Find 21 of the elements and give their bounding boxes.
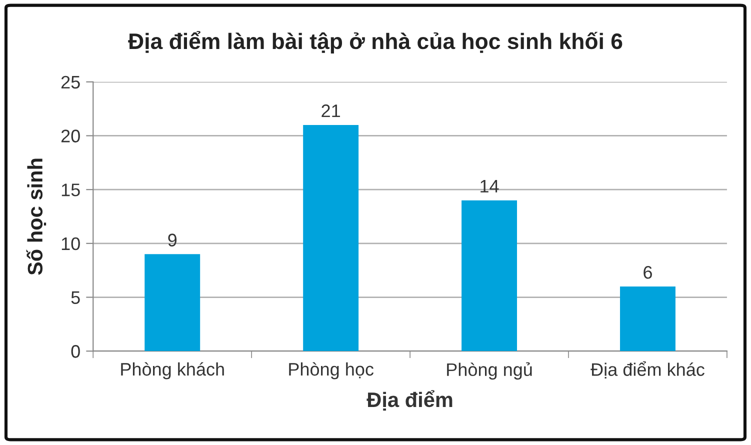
bar xyxy=(303,124,359,352)
data-label: 14 xyxy=(480,180,499,192)
x-tick-label: Phòng học xyxy=(289,362,374,380)
y-tick-label: 0 xyxy=(71,345,80,358)
data-label: 21 xyxy=(322,104,340,118)
data-label: 9 xyxy=(168,234,177,246)
x-tick-label: Phòng ngủ xyxy=(447,362,532,380)
x-tick-label: Phòng khách xyxy=(121,362,224,380)
y-tick-label: 20 xyxy=(61,130,80,142)
y-tick-label: 15 xyxy=(62,184,80,196)
y-tick-label: 10 xyxy=(62,237,80,250)
x-tick-label: Địa điểm khác xyxy=(590,361,704,379)
data-label: 6 xyxy=(644,266,652,279)
bar xyxy=(620,286,676,352)
y-tick-label: 25 xyxy=(61,76,80,89)
bar xyxy=(144,254,200,352)
x-axis-title: Địa điểm xyxy=(366,390,452,411)
chart-title: Địa điểm làm bài tập ở nhà của học sinh khối 6 xyxy=(128,31,622,54)
y-axis-title: Số học sinh xyxy=(26,158,46,275)
bar xyxy=(462,200,518,352)
y-tick-label: 5 xyxy=(71,291,80,304)
